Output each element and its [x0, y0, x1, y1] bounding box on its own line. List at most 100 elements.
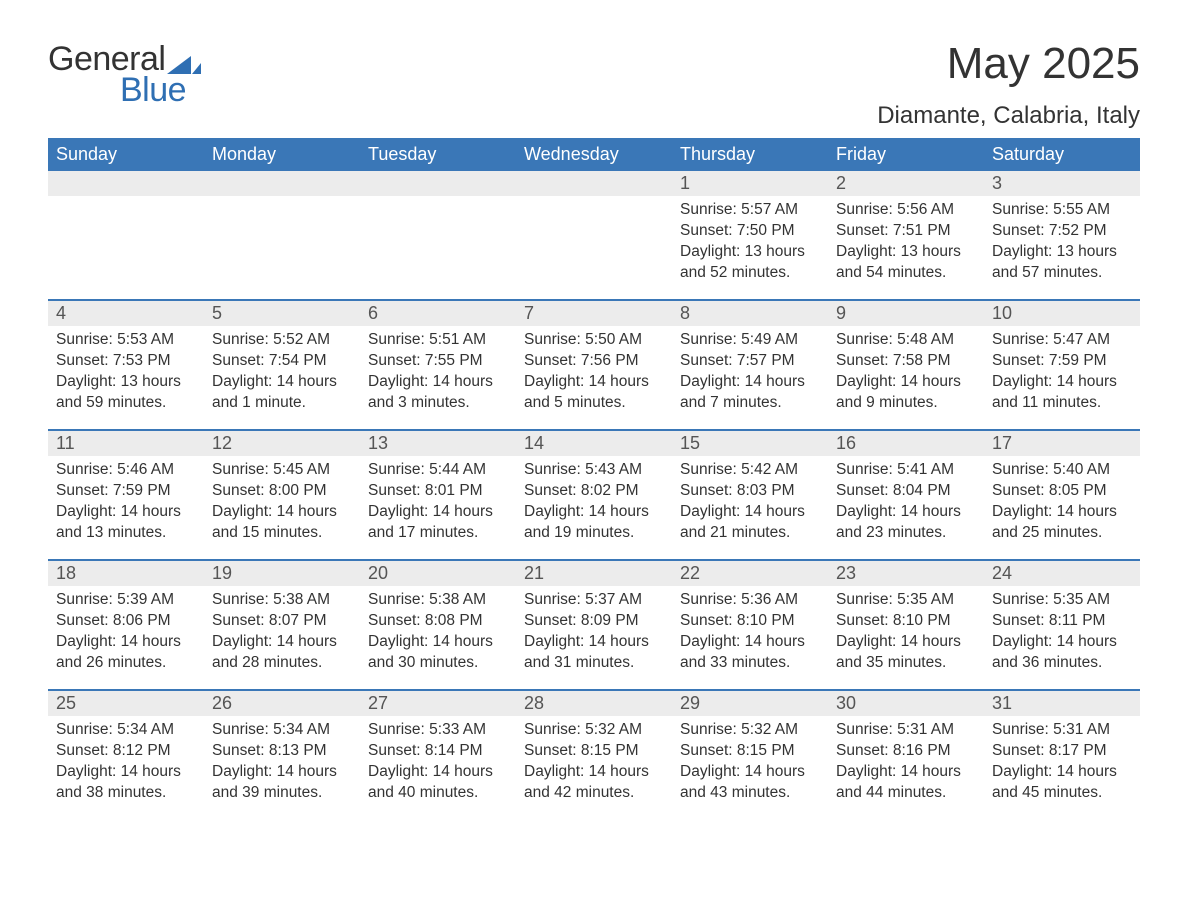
calendar-day-cell: 21Sunrise: 5:37 AMSunset: 8:09 PMDayligh… — [516, 561, 672, 689]
day-details — [516, 196, 672, 206]
day-details: Sunrise: 5:33 AMSunset: 8:14 PMDaylight:… — [360, 716, 516, 810]
calendar-day-cell — [516, 171, 672, 299]
daylight-text: Daylight: 14 hours and 19 minutes. — [524, 502, 664, 544]
day-number — [360, 171, 516, 196]
day-number — [204, 171, 360, 196]
sunrise-text: Sunrise: 5:46 AM — [56, 460, 196, 481]
day-details: Sunrise: 5:32 AMSunset: 8:15 PMDaylight:… — [672, 716, 828, 810]
day-number: 28 — [516, 691, 672, 716]
sunrise-text: Sunrise: 5:34 AM — [212, 720, 352, 741]
calendar-day-cell: 23Sunrise: 5:35 AMSunset: 8:10 PMDayligh… — [828, 561, 984, 689]
sunset-text: Sunset: 7:59 PM — [992, 351, 1132, 372]
sunrise-text: Sunrise: 5:39 AM — [56, 590, 196, 611]
calendar-day-cell: 29Sunrise: 5:32 AMSunset: 8:15 PMDayligh… — [672, 691, 828, 819]
calendar-day-cell: 28Sunrise: 5:32 AMSunset: 8:15 PMDayligh… — [516, 691, 672, 819]
sunrise-text: Sunrise: 5:49 AM — [680, 330, 820, 351]
sunrise-text: Sunrise: 5:56 AM — [836, 200, 976, 221]
sunrise-text: Sunrise: 5:57 AM — [680, 200, 820, 221]
brand-word2: Blue — [120, 71, 186, 110]
sunrise-text: Sunrise: 5:44 AM — [368, 460, 508, 481]
day-details: Sunrise: 5:55 AMSunset: 7:52 PMDaylight:… — [984, 196, 1140, 290]
day-number: 2 — [828, 171, 984, 196]
sunrise-text: Sunrise: 5:35 AM — [836, 590, 976, 611]
sunrise-text: Sunrise: 5:38 AM — [212, 590, 352, 611]
daylight-text: Daylight: 14 hours and 30 minutes. — [368, 632, 508, 674]
weekday-header: Thursday — [672, 138, 828, 171]
sunset-text: Sunset: 8:16 PM — [836, 741, 976, 762]
day-details: Sunrise: 5:42 AMSunset: 8:03 PMDaylight:… — [672, 456, 828, 550]
sunset-text: Sunset: 8:07 PM — [212, 611, 352, 632]
day-number: 22 — [672, 561, 828, 586]
calendar-day-cell: 1Sunrise: 5:57 AMSunset: 7:50 PMDaylight… — [672, 171, 828, 299]
day-details: Sunrise: 5:37 AMSunset: 8:09 PMDaylight:… — [516, 586, 672, 680]
sunset-text: Sunset: 7:58 PM — [836, 351, 976, 372]
sunset-text: Sunset: 7:57 PM — [680, 351, 820, 372]
sunset-text: Sunset: 7:51 PM — [836, 221, 976, 242]
day-details — [48, 196, 204, 206]
day-number: 16 — [828, 431, 984, 456]
sunset-text: Sunset: 8:15 PM — [680, 741, 820, 762]
daylight-text: Daylight: 14 hours and 31 minutes. — [524, 632, 664, 674]
sunrise-text: Sunrise: 5:41 AM — [836, 460, 976, 481]
daylight-text: Daylight: 14 hours and 1 minute. — [212, 372, 352, 414]
daylight-text: Daylight: 14 hours and 13 minutes. — [56, 502, 196, 544]
day-details: Sunrise: 5:53 AMSunset: 7:53 PMDaylight:… — [48, 326, 204, 420]
page-title: May 2025 — [877, 40, 1140, 88]
sunset-text: Sunset: 7:55 PM — [368, 351, 508, 372]
sunset-text: Sunset: 8:15 PM — [524, 741, 664, 762]
weekday-header-row: Sunday Monday Tuesday Wednesday Thursday… — [48, 138, 1140, 171]
day-details: Sunrise: 5:31 AMSunset: 8:16 PMDaylight:… — [828, 716, 984, 810]
day-number: 12 — [204, 431, 360, 456]
day-number: 20 — [360, 561, 516, 586]
day-number: 25 — [48, 691, 204, 716]
sunrise-text: Sunrise: 5:51 AM — [368, 330, 508, 351]
weekday-header: Monday — [204, 138, 360, 171]
day-details: Sunrise: 5:39 AMSunset: 8:06 PMDaylight:… — [48, 586, 204, 680]
daylight-text: Daylight: 14 hours and 33 minutes. — [680, 632, 820, 674]
day-details: Sunrise: 5:48 AMSunset: 7:58 PMDaylight:… — [828, 326, 984, 420]
calendar-day-cell: 31Sunrise: 5:31 AMSunset: 8:17 PMDayligh… — [984, 691, 1140, 819]
daylight-text: Daylight: 14 hours and 43 minutes. — [680, 762, 820, 804]
sunset-text: Sunset: 8:13 PM — [212, 741, 352, 762]
calendar-day-cell: 25Sunrise: 5:34 AMSunset: 8:12 PMDayligh… — [48, 691, 204, 819]
day-number: 21 — [516, 561, 672, 586]
calendar-day-cell: 12Sunrise: 5:45 AMSunset: 8:00 PMDayligh… — [204, 431, 360, 559]
sunrise-text: Sunrise: 5:34 AM — [56, 720, 196, 741]
calendar-day-cell — [204, 171, 360, 299]
daylight-text: Daylight: 14 hours and 38 minutes. — [56, 762, 196, 804]
daylight-text: Daylight: 13 hours and 59 minutes. — [56, 372, 196, 414]
weekday-header: Tuesday — [360, 138, 516, 171]
sunrise-text: Sunrise: 5:43 AM — [524, 460, 664, 481]
calendar-day-cell: 4Sunrise: 5:53 AMSunset: 7:53 PMDaylight… — [48, 301, 204, 429]
sunrise-text: Sunrise: 5:40 AM — [992, 460, 1132, 481]
daylight-text: Daylight: 14 hours and 40 minutes. — [368, 762, 508, 804]
calendar-day-cell: 14Sunrise: 5:43 AMSunset: 8:02 PMDayligh… — [516, 431, 672, 559]
day-details: Sunrise: 5:50 AMSunset: 7:56 PMDaylight:… — [516, 326, 672, 420]
sunset-text: Sunset: 8:10 PM — [836, 611, 976, 632]
sunrise-text: Sunrise: 5:33 AM — [368, 720, 508, 741]
sunrise-text: Sunrise: 5:35 AM — [992, 590, 1132, 611]
sunset-text: Sunset: 8:03 PM — [680, 481, 820, 502]
sunset-text: Sunset: 8:14 PM — [368, 741, 508, 762]
day-details: Sunrise: 5:56 AMSunset: 7:51 PMDaylight:… — [828, 196, 984, 290]
calendar-week-row: 25Sunrise: 5:34 AMSunset: 8:12 PMDayligh… — [48, 689, 1140, 819]
sunrise-text: Sunrise: 5:37 AM — [524, 590, 664, 611]
daylight-text: Daylight: 14 hours and 17 minutes. — [368, 502, 508, 544]
sunset-text: Sunset: 8:08 PM — [368, 611, 508, 632]
day-details: Sunrise: 5:35 AMSunset: 8:11 PMDaylight:… — [984, 586, 1140, 680]
day-number: 3 — [984, 171, 1140, 196]
weekday-header: Friday — [828, 138, 984, 171]
sunset-text: Sunset: 7:53 PM — [56, 351, 196, 372]
header: General Blue May 2025 Diamante, Calabria… — [48, 40, 1140, 130]
daylight-text: Daylight: 14 hours and 28 minutes. — [212, 632, 352, 674]
calendar-day-cell: 26Sunrise: 5:34 AMSunset: 8:13 PMDayligh… — [204, 691, 360, 819]
daylight-text: Daylight: 14 hours and 9 minutes. — [836, 372, 976, 414]
day-details: Sunrise: 5:31 AMSunset: 8:17 PMDaylight:… — [984, 716, 1140, 810]
day-number — [516, 171, 672, 196]
day-number: 5 — [204, 301, 360, 326]
daylight-text: Daylight: 14 hours and 45 minutes. — [992, 762, 1132, 804]
sunset-text: Sunset: 8:02 PM — [524, 481, 664, 502]
sunrise-text: Sunrise: 5:52 AM — [212, 330, 352, 351]
calendar-day-cell: 7Sunrise: 5:50 AMSunset: 7:56 PMDaylight… — [516, 301, 672, 429]
calendar-day-cell: 10Sunrise: 5:47 AMSunset: 7:59 PMDayligh… — [984, 301, 1140, 429]
